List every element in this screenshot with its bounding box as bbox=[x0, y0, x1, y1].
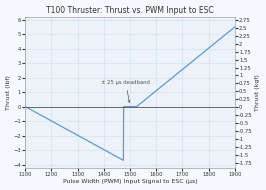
Y-axis label: Thrust (lbf): Thrust (lbf) bbox=[6, 75, 11, 110]
Text: ± 25 μs deadband: ± 25 μs deadband bbox=[101, 80, 150, 102]
Y-axis label: Thrust (kgf): Thrust (kgf) bbox=[255, 74, 260, 111]
Title: T100 Thruster: Thrust vs. PWM Input to ESC: T100 Thruster: Thrust vs. PWM Input to E… bbox=[46, 6, 214, 15]
X-axis label: Pulse Width (PWM) Input Signal to ESC (μs): Pulse Width (PWM) Input Signal to ESC (μ… bbox=[63, 179, 197, 184]
